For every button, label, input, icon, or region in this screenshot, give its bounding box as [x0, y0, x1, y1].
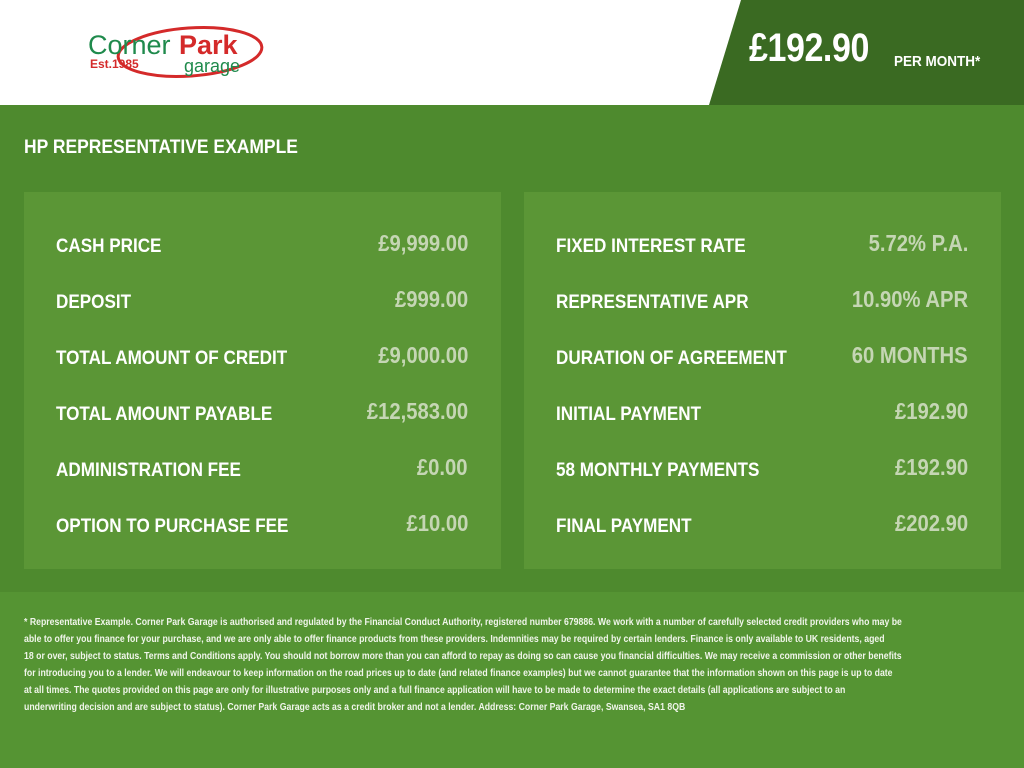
disclaimer-line: 18 or over, subject to status. Terms and…: [24, 650, 902, 662]
label: FINAL PAYMENT: [556, 516, 692, 537]
value: £192.90: [894, 398, 968, 424]
row-total-payable: TOTAL AMOUNT PAYABLE £12,583.00: [56, 398, 468, 428]
disclaimer-line: underwriting decision and are subject to…: [24, 701, 686, 713]
row-apr: REPRESENTATIVE APR 10.90% APR: [556, 286, 968, 316]
label: REPRESENTATIVE APR: [556, 292, 749, 313]
label: INITIAL PAYMENT: [556, 404, 702, 425]
value: £0.00: [417, 454, 468, 480]
value: £999.00: [394, 286, 468, 312]
monthly-price: £192.90: [749, 26, 869, 70]
finance-panel-right: FIXED INTEREST RATE 5.72% P.A. REPRESENTA…: [524, 192, 1001, 569]
disclaimer-band: [0, 592, 1024, 768]
value: £12,583.00: [366, 398, 468, 424]
row-deposit: DEPOSIT £999.00: [56, 286, 468, 316]
disclaimer-line: for introducing you to a lender. We will…: [24, 667, 893, 679]
disclaimer: * Representative Example. Corner Park Ga…: [24, 614, 1004, 716]
row-duration: DURATION OF AGREEMENT 60 MONTHS: [556, 342, 968, 372]
corner-park-logo: Corner Park Est.1985 garage: [88, 26, 264, 78]
label: CASH PRICE: [56, 236, 162, 257]
section-title: HP REPRESENTATIVE EXAMPLE: [24, 137, 298, 158]
label: 58 MONTHLY PAYMENTS: [556, 460, 760, 481]
label: TOTAL AMOUNT OF CREDIT: [56, 348, 288, 369]
disclaimer-line: at all times. The quotes provided on thi…: [24, 684, 846, 696]
per-month-label: PER MONTH*: [894, 53, 981, 70]
label: DURATION OF AGREEMENT: [556, 348, 787, 369]
header: Corner Park Est.1985 garage £192.90 PER …: [0, 0, 1024, 105]
disclaimer-line: * Representative Example. Corner Park Ga…: [24, 616, 902, 628]
row-final-payment: FINAL PAYMENT £202.90: [556, 510, 968, 540]
row-option-fee: OPTION TO PURCHASE FEE £10.00: [56, 510, 468, 540]
svg-text:Est.1985: Est.1985: [90, 57, 139, 71]
svg-text:Park: Park: [179, 30, 239, 60]
value: £202.90: [894, 510, 968, 536]
disclaimer-line: able to offer you finance for your purch…: [24, 633, 885, 645]
finance-panel-left: CASH PRICE £9,999.00 DEPOSIT £999.00 TOTAL…: [24, 192, 501, 569]
row-interest-rate: FIXED INTEREST RATE 5.72% P.A.: [556, 230, 968, 260]
value: £192.90: [894, 454, 968, 480]
row-total-credit: TOTAL AMOUNT OF CREDIT £9,000.00: [56, 342, 468, 372]
value: 5.72% P.A.: [868, 230, 968, 256]
row-monthly-payments: 58 MONTHLY PAYMENTS £192.90: [556, 454, 968, 484]
label: TOTAL AMOUNT PAYABLE: [56, 404, 273, 425]
value: 10.90% APR: [851, 286, 968, 312]
svg-text:Corner: Corner: [88, 30, 171, 60]
monthly-price-box: £192.90 PER MONTH*: [709, 0, 1024, 105]
row-admin-fee: ADMINISTRATION FEE £0.00: [56, 454, 468, 484]
label: FIXED INTEREST RATE: [556, 236, 746, 257]
label: OPTION TO PURCHASE FEE: [56, 516, 289, 537]
value: 60 MONTHS: [852, 342, 968, 368]
row-cash-price: CASH PRICE £9,999.00: [56, 230, 468, 260]
row-initial-payment: INITIAL PAYMENT £192.90: [556, 398, 968, 428]
value: £9,999.00: [377, 230, 468, 256]
label: DEPOSIT: [56, 292, 132, 313]
label: ADMINISTRATION FEE: [56, 460, 241, 481]
value: £9,000.00: [377, 342, 468, 368]
svg-text:garage: garage: [184, 56, 240, 76]
value: £10.00: [406, 510, 468, 536]
